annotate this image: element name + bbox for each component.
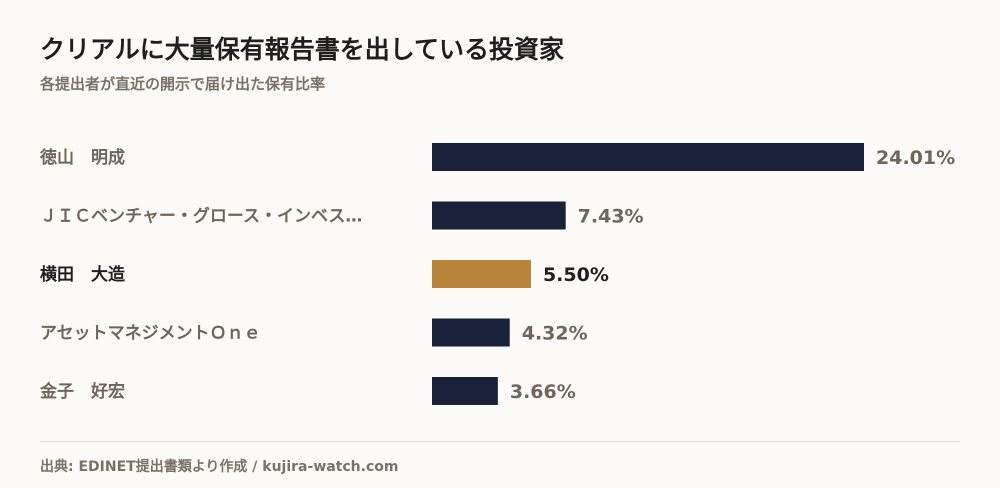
value-label: 7.43%: [578, 206, 644, 228]
value-label: 3.66%: [510, 381, 576, 403]
bar: [432, 201, 566, 230]
value-label: 5.50%: [543, 264, 609, 286]
bar: [432, 377, 498, 405]
bar: [432, 318, 510, 347]
bar: [432, 260, 531, 288]
value-label: 4.32%: [522, 323, 588, 345]
bar: [432, 143, 864, 171]
category-label: 横田 大造: [40, 264, 126, 285]
category-label: アセットマネジメントＯｎｅ: [40, 324, 261, 344]
chart-title: クリアルに大量保有報告書を出している投資家: [40, 35, 565, 64]
category-label: 金子 好宏: [39, 381, 125, 402]
value-label: 24.01%: [876, 147, 955, 169]
footer-divider: [40, 441, 960, 442]
category-label: ＪＩＣベンチャー・グロース・インベス…: [40, 206, 362, 227]
chart-subtitle: 各提出者が直近の開示で届け出た保有比率: [40, 75, 326, 93]
source-note: 出典: EDINET提出書類より作成 / kujira-watch.com: [40, 459, 399, 475]
category-label: 徳山 明成: [39, 147, 125, 168]
